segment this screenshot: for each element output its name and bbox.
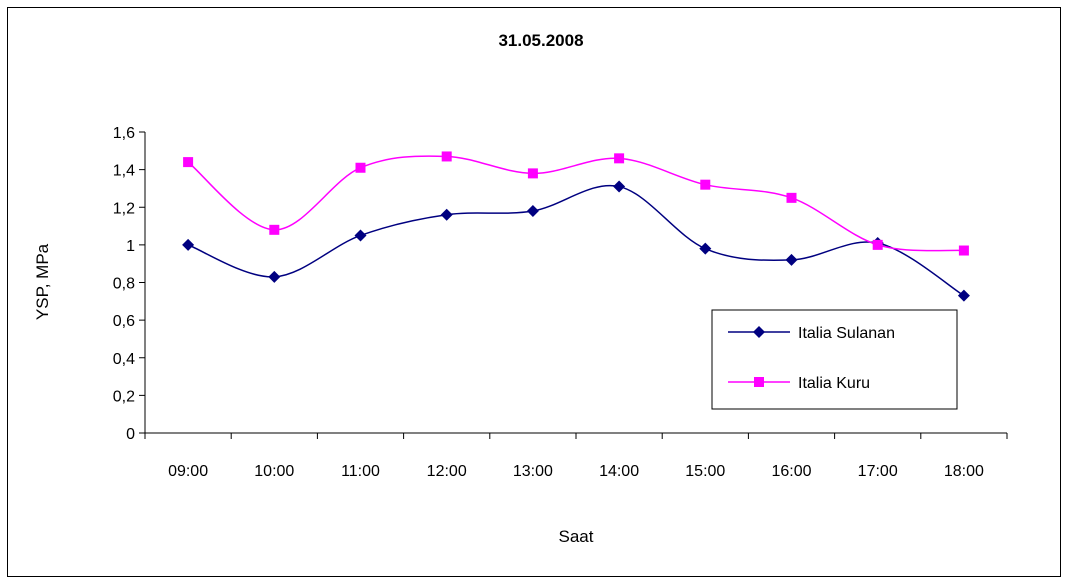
data-point	[957, 289, 970, 302]
legend-label: Italia Kuru	[798, 375, 870, 392]
y-tick-label: 0	[126, 426, 135, 443]
data-point	[700, 179, 711, 190]
y-tick-label: 0,6	[113, 313, 135, 330]
legend-marker	[754, 377, 764, 387]
data-point	[268, 270, 281, 283]
data-point	[614, 153, 625, 164]
x-tick-label: 13:00	[513, 463, 553, 480]
data-point	[786, 192, 797, 203]
x-tick-label: 10:00	[254, 463, 294, 480]
x-tick-label: 18:00	[944, 463, 984, 480]
y-tick-label: 0,2	[113, 388, 135, 405]
y-tick-label: 0,4	[113, 351, 135, 368]
data-point	[182, 238, 195, 251]
legend-box	[711, 309, 958, 410]
data-point	[958, 245, 969, 256]
chart-frame	[7, 7, 1061, 577]
plot-area	[182, 151, 970, 302]
x-tick-label: 14:00	[599, 463, 639, 480]
axes: 0 0,2 0,4 0,6 0,8 1 1,2 1,4 1,6 09:00 10:00 11:00 12…	[113, 125, 1008, 480]
data-point	[440, 208, 453, 221]
data-point	[355, 162, 366, 173]
data-point	[872, 239, 883, 250]
series-1	[182, 180, 970, 302]
series-line	[187, 155, 964, 252]
y-tick-label: 1,2	[113, 200, 135, 217]
x-axis-label: Saat	[559, 527, 594, 546]
data-point	[354, 229, 367, 242]
legend: Italia Sulanan Italia Kuru	[711, 309, 958, 410]
x-tick-label: 17:00	[858, 463, 898, 480]
data-point	[699, 242, 712, 255]
y-tick-label: 1,6	[113, 125, 135, 142]
data-point	[269, 224, 280, 235]
legend-label: Italia Sulanan	[798, 325, 895, 342]
data-point	[183, 157, 194, 168]
x-tick-label: 09:00	[168, 463, 208, 480]
chart-title: 31.05.2008	[498, 31, 583, 50]
data-point	[527, 168, 538, 179]
x-tick-label: 12:00	[427, 463, 467, 480]
x-tick-label: 15:00	[685, 463, 725, 480]
x-tick-label: 11:00	[341, 463, 380, 480]
x-tick-label: 16:00	[771, 463, 811, 480]
y-axis-label: YSP, MPa	[33, 243, 52, 320]
data-point	[441, 151, 452, 162]
legend-marker	[753, 326, 765, 338]
data-point	[613, 180, 626, 193]
data-point	[785, 253, 798, 266]
series-line	[187, 184, 965, 297]
y-tick-label: 1,4	[113, 163, 135, 180]
data-point	[526, 205, 539, 218]
y-tick-label: 1	[126, 238, 135, 255]
y-tick-label: 0,8	[113, 276, 135, 293]
series-2	[183, 151, 969, 256]
